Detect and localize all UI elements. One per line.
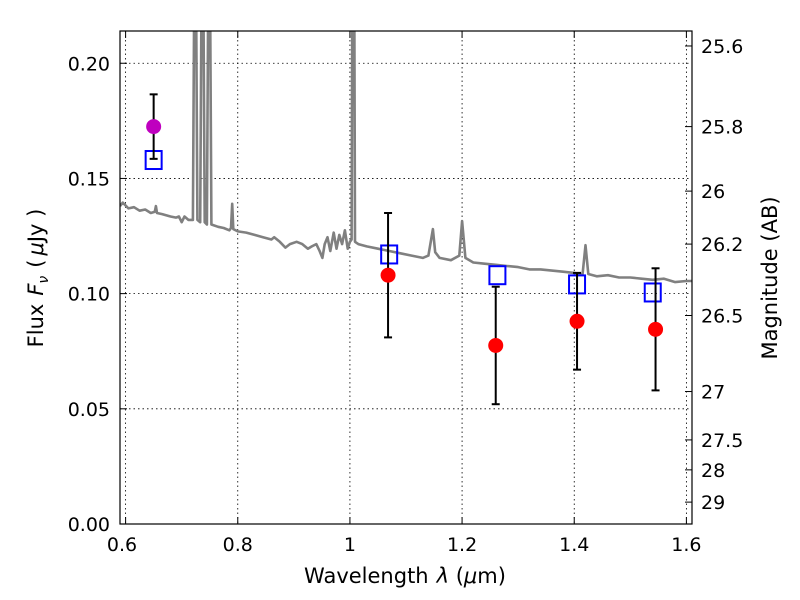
x-axis-symbol: λ <box>436 564 449 588</box>
x-axis-unit-mu: μ <box>463 564 477 588</box>
spectrum-line <box>120 31 692 284</box>
x-tick-label: 1.2 <box>447 534 477 556</box>
model-square <box>488 265 507 286</box>
data-point <box>569 313 585 329</box>
data-point <box>380 267 396 283</box>
x-tick-label: 0.6 <box>107 534 137 556</box>
y-axis-unit-close: Jy ) <box>24 209 48 245</box>
x-tick-label: 1.4 <box>559 534 589 556</box>
x-axis-unit-close: m) <box>477 564 506 588</box>
y2-tick-label: 29 <box>701 492 725 514</box>
x-axis-unit-open: ( <box>449 564 464 588</box>
y2-tick-label: 28 <box>701 460 725 482</box>
y2-tick-label: 27 <box>701 382 725 404</box>
y2-tick-label: 25.8 <box>701 117 743 139</box>
right-axis-label: Magnitude (AB) <box>758 196 782 359</box>
spectrum-layer <box>120 31 692 284</box>
x-tick-label: 0.8 <box>223 534 253 556</box>
model-square <box>380 244 399 265</box>
y-axis-symbol: F <box>24 283 48 296</box>
x-axis-label-text: Wavelength <box>304 564 429 588</box>
ticks-layer: 0.8 1 1.2 1.4 1.6 0.60.00 0.05 0.10 0.15 0.20 25.6… <box>68 31 743 556</box>
y-axis-label: Flux Fν ( μJy ) <box>24 209 52 348</box>
y2-tick-label: 26.5 <box>701 306 743 328</box>
model-square <box>643 282 662 303</box>
y-axis-label-text: Flux <box>24 304 48 348</box>
x-tick-label: 1.6 <box>671 534 701 556</box>
data-point <box>146 119 162 135</box>
x-axis-label: Wavelength λ (μm) <box>304 564 506 588</box>
y-tick-label: 0.20 <box>68 53 110 75</box>
x-tick-label: 1 <box>344 534 356 556</box>
y2-tick-label: 26.2 <box>701 234 743 256</box>
y-tick-label: 0.10 <box>68 284 110 306</box>
y-tick-label: 0.00 <box>68 514 110 536</box>
y2-tick-label: 27.5 <box>701 430 743 452</box>
y-axis-unit-mu: μ <box>24 242 48 256</box>
y2-tick-label: 26 <box>701 181 725 203</box>
data-point <box>488 337 504 353</box>
y-tick-label: 0.05 <box>68 399 110 421</box>
data-point <box>648 321 664 337</box>
y-axis-subscript: ν <box>36 276 52 284</box>
grid-layer <box>120 31 692 525</box>
y2-tick-label: 25.6 <box>701 36 743 58</box>
points-layer <box>144 93 664 406</box>
plot-frame <box>119 30 693 525</box>
y-axis-unit-open: ( <box>24 260 48 268</box>
y-tick-label: 0.15 <box>68 168 110 190</box>
